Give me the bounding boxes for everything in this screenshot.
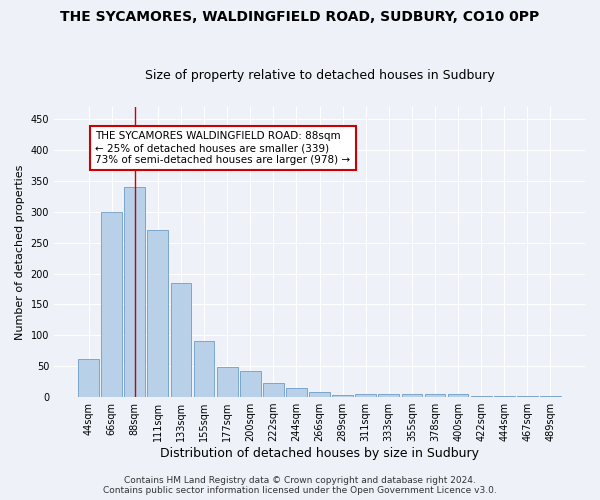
Bar [78,359,99,397]
Bar [425,394,445,397]
Bar [471,396,491,397]
Bar [379,394,399,397]
Bar [148,230,168,397]
Text: Contains HM Land Registry data © Crown copyright and database right 2024.
Contai: Contains HM Land Registry data © Crown c… [103,476,497,495]
Bar [540,396,561,397]
Y-axis label: Number of detached properties: Number of detached properties [15,164,25,340]
Bar [517,396,538,397]
Bar [101,212,122,397]
Bar [240,371,260,397]
Bar [217,368,238,397]
Bar [448,394,469,397]
Bar [355,394,376,397]
Bar [332,394,353,397]
Bar [194,342,214,397]
Bar [309,392,330,397]
Text: THE SYCAMORES WALDINGFIELD ROAD: 88sqm
← 25% of detached houses are smaller (339: THE SYCAMORES WALDINGFIELD ROAD: 88sqm ←… [95,132,350,164]
Title: Size of property relative to detached houses in Sudbury: Size of property relative to detached ho… [145,69,494,82]
Bar [124,187,145,397]
Bar [401,394,422,397]
X-axis label: Distribution of detached houses by size in Sudbury: Distribution of detached houses by size … [160,447,479,460]
Bar [170,283,191,397]
Bar [263,384,284,397]
Bar [286,388,307,397]
Bar [494,396,515,397]
Text: THE SYCAMORES, WALDINGFIELD ROAD, SUDBURY, CO10 0PP: THE SYCAMORES, WALDINGFIELD ROAD, SUDBUR… [61,10,539,24]
